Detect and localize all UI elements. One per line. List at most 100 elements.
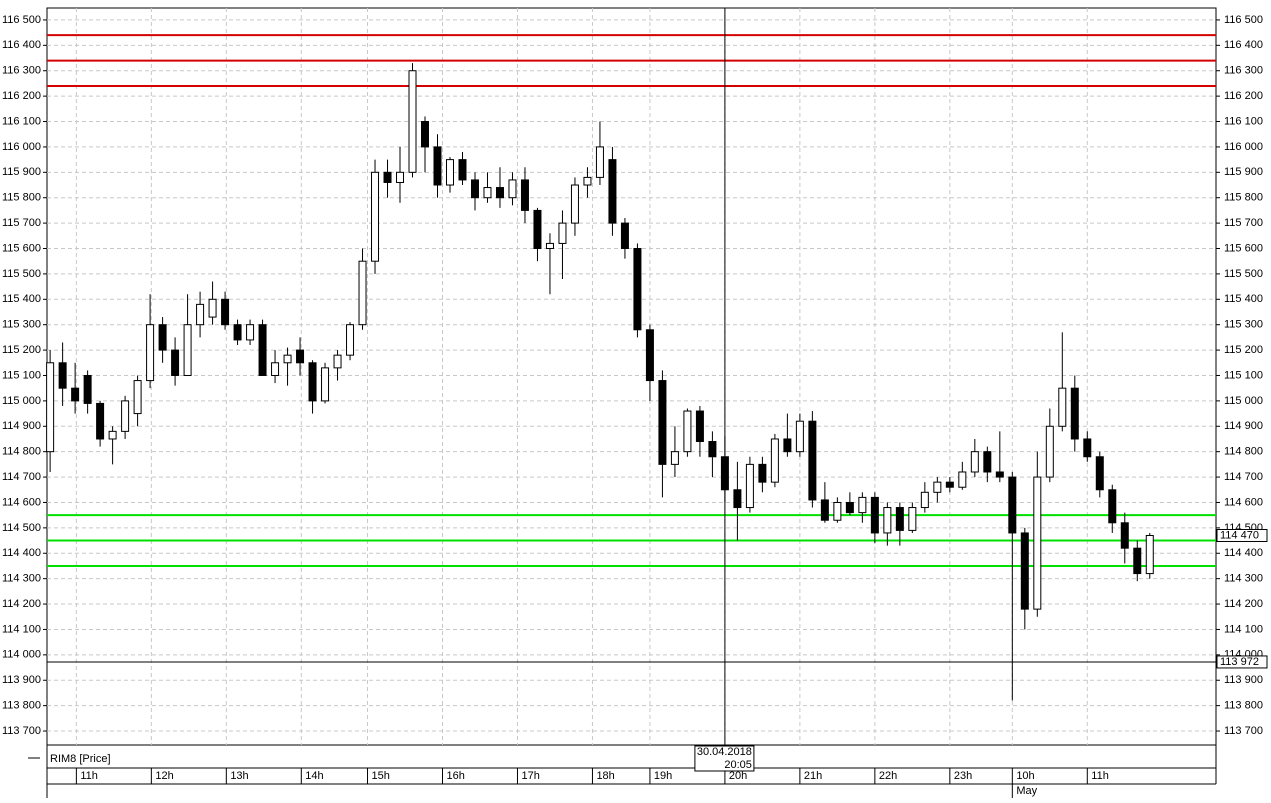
y-tick-label-right: 115 000 xyxy=(1224,395,1263,407)
candle-body xyxy=(433,146,442,186)
x-tick-label: 13h xyxy=(230,770,248,782)
candle-body xyxy=(258,324,267,376)
candle-body xyxy=(371,171,380,262)
candle-body xyxy=(58,362,67,389)
y-tick-label-right: 113 900 xyxy=(1224,674,1263,686)
y-tick-label: 114 000 xyxy=(2,649,41,661)
candle-body xyxy=(958,471,967,488)
x-tick-label: 10h xyxy=(1016,770,1034,782)
candle-body xyxy=(308,362,317,402)
y-tick-label-right: 116 300 xyxy=(1224,65,1263,77)
candle-body xyxy=(71,387,80,402)
candle-body xyxy=(208,298,217,318)
candle-body xyxy=(83,374,92,404)
x-tick-label: 17h xyxy=(521,770,539,782)
candle-body xyxy=(545,242,554,250)
candle-body xyxy=(995,471,1004,478)
candle-body xyxy=(296,349,305,364)
crosshair-date: 30.04.2018 xyxy=(697,746,752,758)
y-tick-label: 116 100 xyxy=(2,115,41,127)
candle-body xyxy=(46,362,55,453)
candle-body xyxy=(833,501,842,521)
candle-body xyxy=(645,329,654,382)
candle-body xyxy=(670,451,679,465)
y-tick-label: 114 400 xyxy=(2,547,41,559)
x-tick-label: 15h xyxy=(372,770,390,782)
x-tick-label: 20h xyxy=(729,770,747,782)
price-label-box xyxy=(1216,655,1268,669)
candle-body xyxy=(608,159,617,224)
y-tick-label-right: 115 600 xyxy=(1224,242,1263,254)
candle-body xyxy=(908,507,917,531)
crosshair-time: 20:05 xyxy=(724,759,752,771)
candle-body xyxy=(808,420,817,501)
candle-body xyxy=(133,380,142,415)
candle-body xyxy=(745,463,754,509)
candle-body xyxy=(383,171,392,183)
y-tick-label: 115 300 xyxy=(2,319,41,331)
y-tick-label: 115 500 xyxy=(2,268,41,280)
y-tick-label-right: 113 700 xyxy=(1224,725,1263,737)
y-tick-label-right: 114 600 xyxy=(1224,496,1263,508)
candle-body xyxy=(246,324,255,341)
candle-body xyxy=(1045,425,1054,478)
x-tick-label: 12h xyxy=(155,770,173,782)
candle-body xyxy=(508,179,517,199)
candle-body xyxy=(1095,456,1104,491)
y-tick-label-right: 115 900 xyxy=(1224,166,1263,178)
candle-body xyxy=(770,438,779,483)
candle-body xyxy=(933,481,942,493)
y-tick-label-right: 114 200 xyxy=(1224,598,1263,610)
candle-body xyxy=(445,159,454,186)
candle-body xyxy=(533,209,542,250)
x-tick-label: 22h xyxy=(879,770,897,782)
candle-body xyxy=(858,496,867,514)
y-tick-label: 116 300 xyxy=(2,65,41,77)
y-tick-label-right: 115 400 xyxy=(1224,293,1263,305)
candle-body xyxy=(1033,476,1042,610)
candle-body xyxy=(583,176,592,186)
y-tick-label: 115 900 xyxy=(2,166,41,178)
y-tick-label-right: 115 700 xyxy=(1224,217,1263,229)
y-tick-label: 116 000 xyxy=(2,141,41,153)
candle-body xyxy=(633,248,642,331)
y-tick-label: 115 100 xyxy=(2,369,41,381)
candle-body xyxy=(783,438,792,453)
y-tick-label: 115 600 xyxy=(2,242,41,254)
candle-body xyxy=(870,496,879,534)
y-tick-label: 114 800 xyxy=(2,446,41,458)
crosshair-label-box xyxy=(694,745,755,772)
candle-body xyxy=(758,463,767,483)
y-tick-label: 115 400 xyxy=(2,293,41,305)
candle-body xyxy=(695,410,704,443)
candle-body xyxy=(895,507,904,531)
candle-body xyxy=(983,451,992,473)
candle-body xyxy=(1145,534,1154,575)
candle-body xyxy=(970,451,979,473)
candle-body xyxy=(1020,532,1029,610)
x-tick-label: 21h xyxy=(804,770,822,782)
candle-body xyxy=(233,324,242,341)
candle-body xyxy=(146,324,155,382)
y-tick-label-right: 116 500 xyxy=(1224,14,1263,26)
y-tick-label: 113 700 xyxy=(2,725,41,737)
y-tick-label: 115 700 xyxy=(2,217,41,229)
y-tick-label: 113 900 xyxy=(2,674,41,686)
candle-body xyxy=(483,187,492,199)
candle-body xyxy=(595,146,604,178)
candle-body xyxy=(171,349,180,376)
candle-body xyxy=(620,222,629,250)
price-label: 114 470 xyxy=(1220,529,1259,541)
y-tick-label-right: 116 400 xyxy=(1224,39,1263,51)
y-tick-label: 114 600 xyxy=(2,496,41,508)
y-tick-label: 116 500 xyxy=(2,14,41,26)
y-tick-label: 116 200 xyxy=(2,90,41,102)
y-tick-label-right: 116 200 xyxy=(1224,90,1263,102)
x-tick-label: 11h xyxy=(1091,770,1109,782)
candle-body xyxy=(1058,387,1067,427)
y-tick-label-right: 114 800 xyxy=(1224,446,1263,458)
candle-body xyxy=(321,367,330,402)
y-tick-label-right: 115 100 xyxy=(1224,369,1263,381)
candle-body xyxy=(121,400,130,432)
